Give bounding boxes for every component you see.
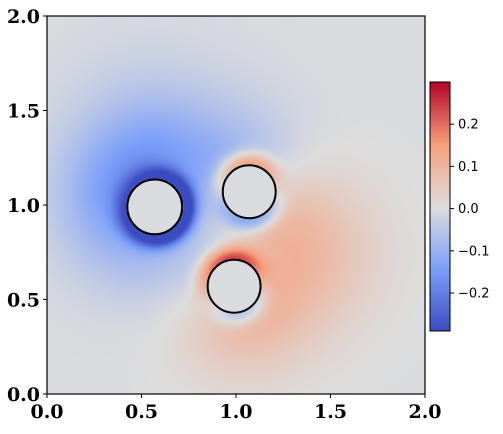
y-tick-label: 2.0 [7, 6, 40, 28]
x-tick-label: 0.0 [30, 401, 63, 423]
colorbar-frame [429, 81, 451, 332]
circle-3 [206, 258, 262, 314]
y-tick-label: 0.5 [7, 290, 40, 312]
colorbar-tick-label: 0.0 [458, 202, 479, 217]
obstacle-circles [126, 164, 277, 314]
x-tick-label: 2.0 [408, 401, 441, 423]
y-tick-label: 1.0 [7, 195, 40, 217]
colorbar-tick-label: −0.2 [458, 287, 490, 302]
circle-2 [221, 164, 277, 220]
colorbar: 0.2 0.1 0.0 −0.1 −0.2 [429, 81, 490, 332]
colorbar-tick-label: 0.1 [458, 160, 479, 175]
x-tick-label: 1.0 [219, 401, 252, 423]
circle-1 [126, 178, 184, 236]
x-tick-label: 0.5 [125, 401, 158, 423]
colorbar-body [430, 82, 450, 331]
y-axis: 0.0 0.5 1.0 1.5 2.0 [7, 6, 47, 406]
colorbar-tick-label: −0.1 [458, 244, 490, 259]
colorbar-tick-label: 0.2 [458, 118, 479, 133]
heatmap [47, 16, 425, 394]
x-axis: 0.0 0.5 1.0 1.5 2.0 [30, 394, 442, 423]
colorbar-ticks: 0.2 0.1 0.0 −0.1 −0.2 [450, 118, 490, 302]
y-tick-label: 1.5 [7, 101, 40, 123]
heatmap-image [47, 16, 425, 394]
y-tick-label: 0.0 [7, 384, 40, 406]
x-tick-label: 1.5 [314, 401, 347, 423]
